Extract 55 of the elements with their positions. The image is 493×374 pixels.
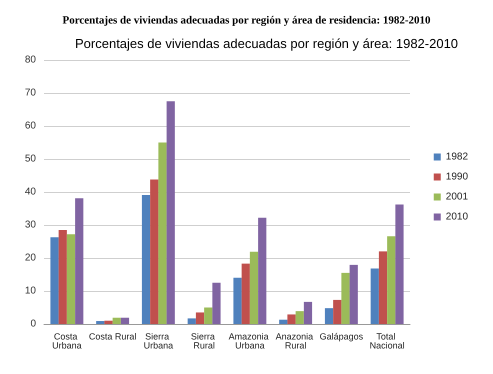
x-tick-label: Costa Urbana [52,332,82,350]
bar [242,264,250,324]
bar [142,194,150,324]
bar [395,204,404,324]
bar [296,311,304,324]
x-tick-label: Sierra Urbana [144,332,174,350]
x-tick-label: Amazonia Urbana [228,332,272,350]
x-tick-label: Sierra Rural [190,332,218,350]
bar [341,272,350,324]
bar [324,308,334,324]
legend-label: 2001 [446,192,468,202]
bar [75,198,84,324]
x-tick-label: Total Nacional [370,332,405,350]
bar [150,179,158,324]
y-tick-label: 70 [24,88,36,98]
bar [50,237,59,324]
bar [233,278,242,324]
bar [196,312,204,324]
bar [204,308,212,324]
bar [66,234,76,324]
x-tick-label: Costa Rural [88,332,136,342]
bar [104,320,113,324]
bar [378,251,388,324]
bar [370,268,379,324]
y-tick-label: 60 [24,120,36,132]
bar [279,320,288,324]
y-tick-label: 10 [24,286,36,296]
y-tick-label: 80 [24,54,36,66]
y-tick-label: 50 [24,154,36,164]
bar [188,318,196,324]
bar [387,236,396,324]
bar [120,318,130,324]
bar [304,302,312,324]
bar [287,314,296,324]
bar [96,321,104,324]
bar [258,218,266,324]
bar [333,300,342,324]
bar [166,101,175,324]
legend-label: 2010 [446,212,468,222]
bar [158,142,167,324]
legend-label: 1990 [446,172,468,182]
y-tick-label: 0 [30,318,36,330]
y-tick-label: 40 [24,186,36,198]
bar [58,230,67,324]
bar [112,318,121,324]
bar [350,264,358,324]
bar [250,252,258,324]
x-tick-label: Galápagos [320,332,364,342]
chart-subtitle: Porcentajes de viviendas adecuadas por región y área: 1982-2010 [75,36,458,51]
legend-label: 1982 [446,152,468,162]
y-tick-label: 20 [24,252,36,264]
bar [212,282,221,324]
y-tick-label: 30 [24,220,36,230]
chart-title: Porcentajes de viviendas adecuadas por región y área de residencia: 1982-2010 [62,14,432,26]
x-tick-label: Anazonia Rural [276,332,316,350]
